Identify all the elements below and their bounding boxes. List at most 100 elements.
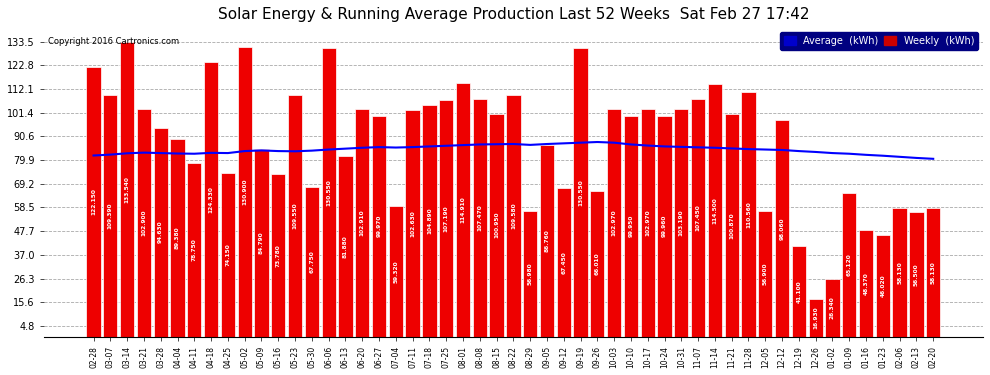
Text: 99.950: 99.950	[629, 215, 634, 237]
Text: 109.390: 109.390	[108, 202, 113, 229]
Text: 102.970: 102.970	[645, 210, 650, 236]
Text: 114.910: 114.910	[460, 196, 465, 223]
Bar	[573, 48, 588, 337]
Legend: Average  (kWh), Weekly  (kWh): Average (kWh), Weekly (kWh)	[780, 32, 978, 50]
Text: 67.450: 67.450	[561, 251, 566, 274]
Bar	[725, 114, 739, 337]
Bar	[86, 67, 101, 337]
Text: 107.450: 107.450	[696, 205, 701, 231]
Text: 94.630: 94.630	[158, 221, 163, 243]
Text: 41.100: 41.100	[796, 280, 801, 303]
Text: 26.340: 26.340	[830, 296, 835, 319]
Bar	[893, 208, 907, 337]
Text: Copyright 2016 Cartronics.com: Copyright 2016 Cartronics.com	[49, 37, 179, 46]
Bar	[607, 109, 622, 337]
Text: 107.470: 107.470	[477, 205, 482, 231]
Bar	[120, 42, 135, 337]
Text: 58.130: 58.130	[897, 261, 902, 284]
Text: 99.970: 99.970	[376, 215, 381, 237]
Bar	[826, 279, 840, 337]
Bar	[305, 187, 319, 337]
Text: 109.550: 109.550	[293, 202, 298, 229]
Text: 81.880: 81.880	[343, 235, 347, 258]
Text: 84.790: 84.790	[259, 232, 264, 254]
Bar	[590, 191, 605, 337]
Bar	[472, 99, 487, 337]
Text: 56.900: 56.900	[762, 262, 768, 285]
Text: 130.550: 130.550	[578, 179, 583, 206]
Bar	[137, 109, 151, 337]
Bar	[355, 109, 369, 337]
Bar	[624, 116, 639, 337]
Text: 102.970: 102.970	[612, 210, 617, 236]
Bar	[103, 95, 118, 337]
Text: 89.380: 89.380	[175, 226, 180, 249]
Bar	[455, 83, 470, 337]
Text: 122.150: 122.150	[91, 188, 96, 215]
Bar	[809, 299, 823, 337]
Text: 56.980: 56.980	[528, 262, 533, 285]
Text: 56.500: 56.500	[914, 263, 919, 286]
Bar	[271, 174, 285, 337]
Text: 100.870: 100.870	[730, 212, 735, 238]
Text: 130.550: 130.550	[326, 179, 332, 206]
Bar	[187, 163, 201, 337]
Bar	[221, 173, 235, 337]
Bar	[372, 116, 386, 337]
Bar	[556, 188, 571, 337]
Bar	[708, 84, 722, 337]
Text: 110.560: 110.560	[746, 201, 751, 228]
Text: 130.900: 130.900	[243, 179, 248, 206]
Bar	[170, 139, 185, 337]
Bar	[691, 99, 705, 337]
Text: 98.060: 98.060	[779, 217, 785, 240]
Bar	[423, 105, 437, 337]
Bar	[489, 114, 504, 337]
Text: 67.750: 67.750	[309, 251, 315, 273]
Text: 133.540: 133.540	[125, 176, 130, 203]
Bar	[322, 48, 336, 337]
Bar	[842, 193, 856, 337]
Text: 107.190: 107.190	[444, 205, 448, 232]
Text: 103.190: 103.190	[679, 209, 684, 236]
Bar	[204, 62, 218, 337]
Text: 78.750: 78.750	[192, 238, 197, 261]
Text: 86.760: 86.760	[544, 230, 549, 252]
Bar	[792, 246, 806, 337]
Bar	[540, 145, 554, 337]
Text: 16.930: 16.930	[813, 307, 818, 329]
Bar	[926, 208, 940, 337]
Bar	[758, 211, 772, 337]
Bar	[406, 110, 420, 337]
Text: 102.900: 102.900	[142, 210, 147, 236]
Bar	[339, 156, 352, 337]
Text: 73.780: 73.780	[276, 244, 281, 267]
Text: 59.320: 59.320	[393, 260, 398, 282]
Bar	[153, 128, 168, 337]
Bar	[288, 94, 302, 337]
Bar	[641, 109, 654, 337]
Title: Solar Energy & Running Average Production Last 52 Weeks  Sat Feb 27 17:42: Solar Energy & Running Average Productio…	[218, 7, 809, 22]
Bar	[859, 230, 873, 337]
Bar	[238, 47, 251, 337]
Text: 104.890: 104.890	[427, 207, 432, 234]
Text: 100.950: 100.950	[494, 212, 499, 238]
Bar	[389, 206, 403, 337]
Bar	[254, 149, 268, 337]
Text: 65.120: 65.120	[846, 254, 851, 276]
Bar	[674, 109, 688, 337]
Text: 48.370: 48.370	[863, 272, 868, 295]
Bar	[440, 100, 453, 337]
Text: 99.960: 99.960	[662, 215, 667, 237]
Bar	[775, 120, 789, 337]
Text: 114.500: 114.500	[713, 197, 718, 223]
Text: 124.330: 124.330	[209, 186, 214, 213]
Bar	[523, 211, 538, 337]
Bar	[657, 116, 671, 337]
Text: 58.130: 58.130	[931, 261, 936, 284]
Text: 46.020: 46.020	[880, 274, 885, 297]
Text: 74.150: 74.150	[226, 243, 231, 266]
Bar	[876, 235, 890, 337]
Text: 102.910: 102.910	[359, 210, 364, 236]
Text: 109.580: 109.580	[511, 202, 516, 229]
